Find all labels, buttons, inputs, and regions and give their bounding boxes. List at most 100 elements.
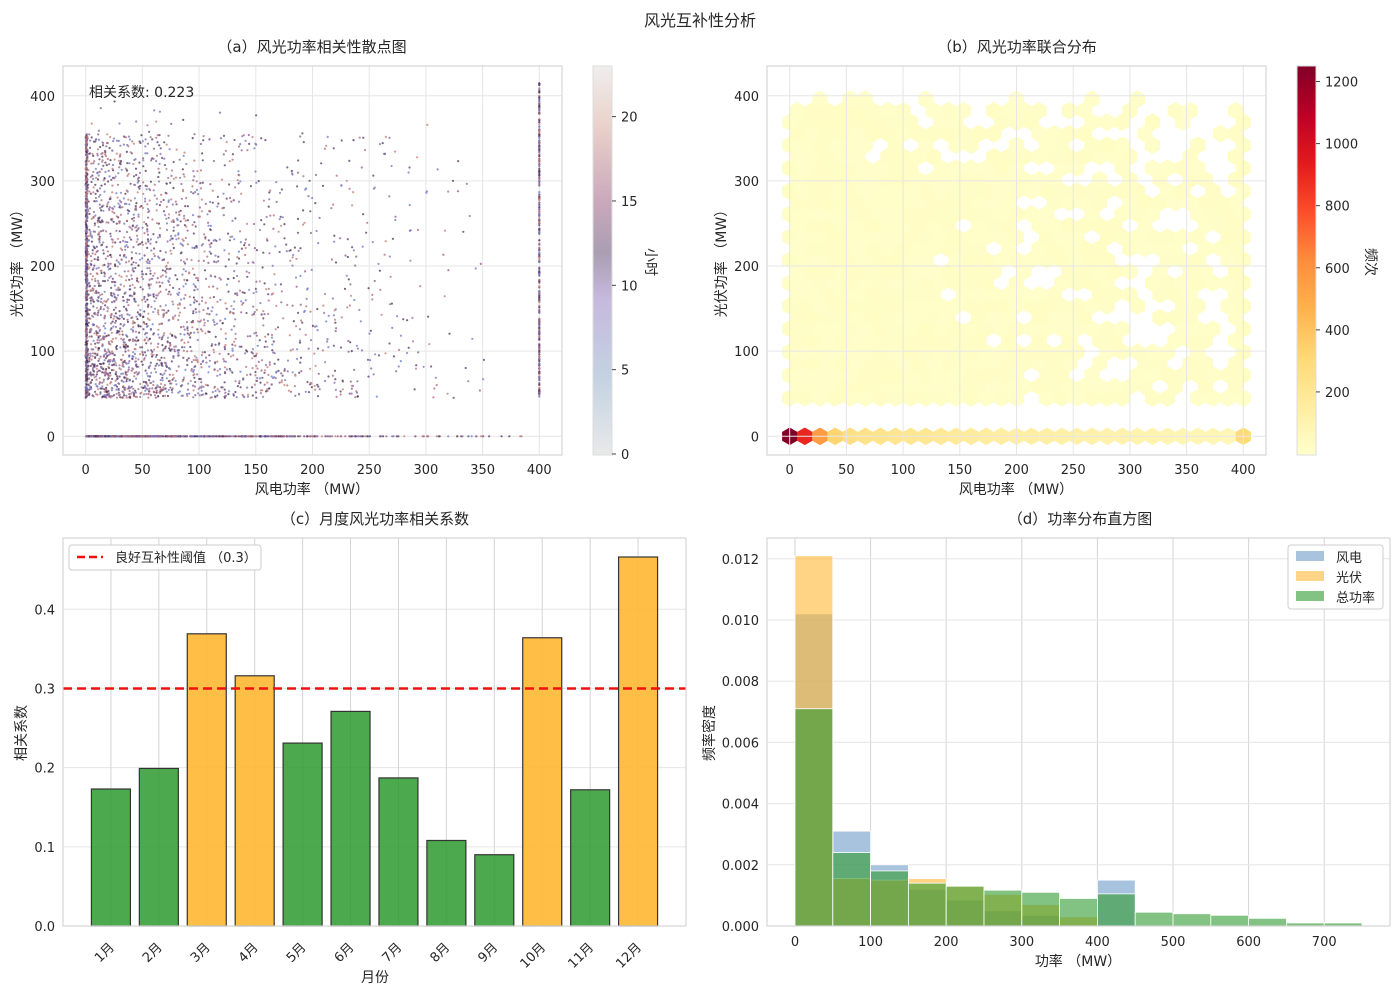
hexbin-cell: [1001, 285, 1017, 304]
hexbin-cell: [789, 147, 805, 166]
scatter-point: [145, 222, 148, 226]
scatter-point: [97, 284, 101, 287]
scatter-point: [200, 389, 203, 392]
hexbin-cell: [933, 343, 949, 361]
scatter-point: [97, 217, 100, 220]
scatter-point: [170, 122, 173, 125]
hexbin-cell: [918, 136, 934, 154]
scatter-point: [462, 230, 465, 233]
scatter-point: [240, 311, 243, 314]
scatter-point: [277, 435, 280, 438]
scatter-point: [291, 304, 294, 307]
hexbin-cell: [1016, 147, 1032, 166]
scatter-point: [147, 435, 150, 438]
scatter-point: [196, 338, 199, 342]
hexbin-cell: [1160, 389, 1176, 407]
scatter-point: [93, 264, 96, 267]
scatter-point: [255, 308, 258, 311]
scatter-point: [482, 358, 485, 361]
scatter-point: [538, 295, 541, 298]
hexbin-cell: [857, 205, 873, 223]
scatter-point: [294, 276, 298, 279]
scatter-point: [325, 320, 328, 323]
scatter-point: [135, 315, 138, 318]
scatter-point: [159, 378, 162, 382]
scatter-point: [89, 299, 92, 302]
scatter-point: [179, 176, 182, 179]
scatter-point: [111, 360, 114, 363]
scatter-point: [174, 345, 177, 348]
scatter-point: [107, 307, 110, 310]
scatter-point: [310, 268, 313, 271]
scatter-point: [231, 343, 234, 346]
scatter-point: [189, 379, 192, 383]
scatter-point: [508, 435, 511, 438]
scatter-point: [125, 169, 129, 172]
scatter-point: [209, 245, 212, 248]
scatter-point: [132, 246, 135, 249]
scatter-point: [193, 289, 196, 292]
hexbin-cell: [789, 331, 805, 350]
scatter-point: [102, 279, 105, 283]
hexbin-cell: [1167, 101, 1183, 120]
scatter-point: [123, 285, 126, 288]
scatter-point: [93, 258, 96, 261]
scatter-point: [175, 148, 178, 151]
hexbin-cell: [887, 159, 904, 177]
scatter-point: [260, 313, 263, 316]
scatter-point: [335, 395, 338, 398]
scatter-point: [114, 281, 117, 284]
scatter-point: [125, 189, 128, 192]
scatter-point: [146, 124, 149, 127]
scatter-point: [216, 394, 219, 397]
scatter-point: [150, 159, 153, 162]
scatter-point: [90, 358, 93, 361]
hexbin-cell: [1220, 297, 1236, 315]
scatter-point: [178, 210, 181, 213]
scatter-point: [186, 229, 189, 232]
hexbin-cell: [812, 136, 828, 154]
colorbar-tick-label: 15: [621, 195, 638, 210]
scatter-point: [89, 139, 92, 142]
scatter-point: [229, 196, 232, 200]
scatter-point: [212, 296, 215, 299]
scatter-point: [118, 166, 121, 169]
hexbin-cell: [1228, 308, 1244, 327]
scatter-point: [158, 162, 161, 165]
scatter-point: [171, 373, 174, 376]
scatter-point: [204, 301, 207, 304]
scatter-point: [310, 386, 313, 389]
scatter-point: [173, 435, 176, 438]
scatter-point: [224, 394, 227, 397]
scatter-point: [225, 283, 228, 286]
scatter-point: [167, 134, 170, 137]
scatter-point: [394, 215, 397, 218]
panel-a-title: （a）风光功率相关性散点图: [217, 38, 406, 56]
scatter-point: [133, 321, 136, 324]
scatter-point: [297, 249, 300, 252]
hexbin-cell: [1092, 216, 1108, 235]
scatter-point: [91, 394, 94, 397]
scatter-point: [179, 242, 182, 245]
scatter-point: [326, 338, 329, 341]
scatter-point: [186, 350, 189, 353]
scatter-point: [538, 104, 541, 107]
scatter-point: [311, 196, 314, 200]
scatter-point: [93, 230, 97, 233]
scatter-point: [201, 296, 204, 299]
scatter-point: [96, 314, 99, 317]
scatter-point: [209, 183, 212, 186]
scatter-point: [264, 435, 267, 438]
scatter-point: [97, 369, 100, 372]
scatter-point: [134, 389, 137, 392]
hexbin-cell: [933, 389, 949, 407]
scatter-point: [159, 435, 162, 438]
scatter-point: [124, 240, 127, 243]
hexbin-cell: [1212, 216, 1229, 235]
scatter-point: [126, 335, 129, 338]
hexbin-cell: [925, 101, 941, 120]
scatter-point: [246, 386, 249, 389]
hexbin-cell: [1092, 354, 1108, 373]
hexbin-cell: [1076, 308, 1093, 327]
scatter-point: [164, 435, 167, 438]
